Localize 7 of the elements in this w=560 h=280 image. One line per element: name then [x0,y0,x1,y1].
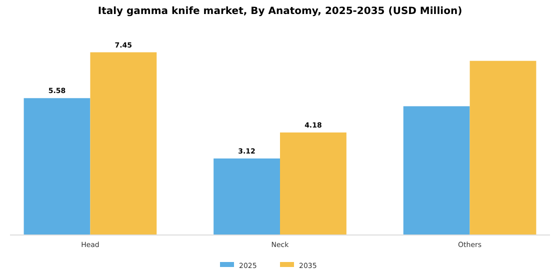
chart-title: Italy gamma knife market, By Anatomy, 2025-2035 (USD Million) [98,6,462,17]
bar [403,106,470,235]
bar [90,52,157,235]
bar [470,60,536,235]
bar [214,158,280,235]
bar [280,132,346,235]
bar [24,98,90,235]
